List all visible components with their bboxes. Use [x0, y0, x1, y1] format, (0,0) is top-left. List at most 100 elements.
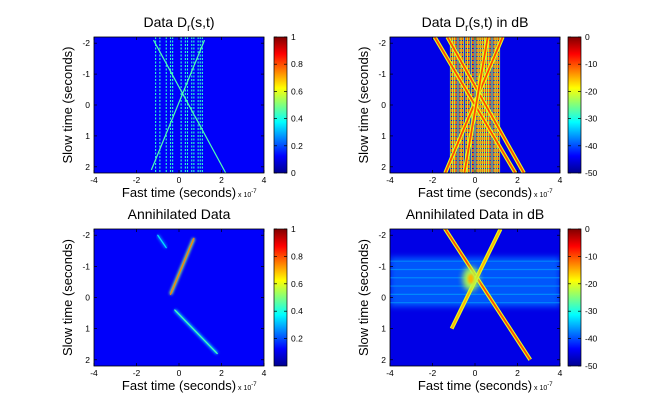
- y-tick-label: -2: [378, 38, 386, 48]
- x-tick-label: -2: [429, 175, 437, 185]
- chart-title-rest: (s,t) in dB: [469, 14, 529, 30]
- colorbar-tick-label: -20: [585, 279, 598, 289]
- colorbar: [567, 36, 582, 174]
- heatmap-streak: [174, 309, 218, 355]
- y-tick-label: 0: [85, 293, 90, 303]
- y-axis-label: Slow time (seconds): [60, 46, 75, 163]
- y-axis-label: Slow time (seconds): [356, 239, 371, 356]
- y-tick-label: -1: [82, 69, 90, 79]
- chart-title-main: Annihilated Data: [128, 206, 231, 222]
- x-multiplier: x 10-7: [534, 189, 553, 199]
- y-tick-label: -2: [82, 38, 90, 48]
- y-tick-label: 1: [85, 131, 90, 141]
- colorbar-tick-label: 0.8: [291, 251, 303, 261]
- colorbar-tick-label: 1: [291, 224, 296, 234]
- x-tick-label: -2: [429, 368, 437, 378]
- heatmap-diagonal-line: [444, 229, 532, 361]
- colorbar-tick-label: 0.6: [291, 279, 303, 289]
- chart-title: Annihilated Data: [128, 206, 231, 222]
- colorbar: [567, 228, 582, 367]
- x-multiplier-base: x 10: [534, 385, 547, 392]
- y-axis-label: Slow time (seconds): [60, 239, 75, 356]
- x-tick-label: 0: [177, 175, 182, 185]
- x-multiplier: x 10-7: [238, 189, 257, 199]
- colorbar-tick-label: -20: [585, 86, 598, 96]
- x-tick-label: 2: [219, 175, 224, 185]
- x-tick-label: -2: [133, 368, 141, 378]
- y-tick-label: 2: [381, 355, 386, 365]
- y-tick-label: 1: [381, 324, 386, 334]
- colorbar-tick-label: -40: [585, 141, 598, 151]
- chart-title: Data Dr(s,t): [143, 14, 214, 34]
- heatmap-background: [94, 229, 264, 366]
- colorbar-tick-label: -50: [585, 361, 598, 371]
- chart-title-main: Data D: [143, 14, 187, 30]
- heatmap-background: [94, 37, 264, 173]
- y-tick-label: -1: [82, 261, 90, 271]
- heatmap-panel-3: -4 -2 0 2 4 -2 -1 0 1 2 Annihilated Data Fast time …: [60, 206, 303, 393]
- y-tick-label: 0: [381, 100, 386, 110]
- chart-title-subscript: r: [465, 23, 469, 34]
- x-multiplier-exponent: -7: [547, 189, 553, 195]
- y-tick-label: 0: [381, 293, 386, 303]
- x-multiplier-base: x 10: [238, 192, 251, 199]
- x-tick-label: -2: [133, 175, 141, 185]
- x-tick-label: 2: [515, 175, 520, 185]
- heatmap-diagonal-line: [463, 37, 489, 173]
- x-axis-label: Fast time (seconds): [122, 378, 236, 393]
- colorbar-tick-label: 0.4: [291, 114, 303, 124]
- heatmap-hotspot-core: [467, 273, 474, 284]
- x-multiplier-exponent: -7: [547, 382, 553, 388]
- x-tick-label: -4: [386, 368, 394, 378]
- x-axis-label: Fast time (seconds): [418, 185, 532, 200]
- y-tick-label: 1: [381, 131, 386, 141]
- x-multiplier-base: x 10: [238, 385, 251, 392]
- x-axis-label: Fast time (seconds): [122, 185, 236, 200]
- heatmap-diagonal-line: [150, 39, 206, 171]
- colorbar-tick-label: 1: [291, 32, 296, 42]
- colorbar-tick-label: 0: [291, 168, 296, 178]
- x-multiplier-exponent: -7: [251, 189, 257, 195]
- x-multiplier-base: x 10: [534, 192, 547, 199]
- colorbar-tick-label: 0.8: [291, 59, 303, 69]
- colorbar-tick-label: 0: [585, 32, 590, 42]
- y-tick-label: 1: [85, 324, 90, 334]
- y-tick-label: 0: [85, 100, 90, 110]
- x-multiplier-exponent: -7: [251, 382, 257, 388]
- heatmap-diagonal-line: [152, 39, 227, 173]
- heatmap-marks: [150, 37, 227, 173]
- y-tick-label: 2: [85, 355, 90, 365]
- chart-title: Annihilated Data in dB: [406, 206, 545, 222]
- colorbar-tick-label: -30: [585, 306, 598, 316]
- colorbar: [273, 36, 288, 174]
- heatmap-streak: [157, 234, 167, 249]
- colorbar-tick-label: -50: [585, 168, 598, 178]
- x-tick-label: -4: [90, 175, 98, 185]
- heatmap-streak: [169, 237, 195, 295]
- colorbar: [273, 228, 288, 367]
- chart-title-subscript: r: [187, 23, 191, 34]
- colorbar-tick-label: 0: [585, 224, 590, 234]
- x-tick-label: 0: [177, 368, 182, 378]
- x-tick-label: 0: [473, 368, 478, 378]
- colorbar-tick-label: 0.2: [291, 141, 303, 151]
- chart-title-main: Data D: [422, 14, 466, 30]
- x-multiplier: x 10-7: [238, 382, 257, 392]
- colorbar-tick-label: -40: [585, 334, 598, 344]
- x-tick-label: 2: [219, 368, 224, 378]
- y-tick-label: 2: [85, 162, 90, 172]
- y-tick-label: -1: [378, 261, 386, 271]
- heatmap-diagonal-line: [446, 37, 525, 173]
- y-tick-label: -1: [378, 69, 386, 79]
- x-tick-label: 4: [558, 368, 563, 378]
- chart-title-rest: (s,t): [190, 14, 214, 30]
- chart-title-main: Annihilated Data in dB: [406, 206, 545, 222]
- x-tick-label: -4: [90, 368, 98, 378]
- colorbar-tick-label: 0.6: [291, 86, 303, 96]
- x-tick-label: -4: [386, 175, 394, 185]
- colorbar-tick-label: -30: [585, 114, 598, 124]
- y-tick-label: -2: [378, 230, 386, 240]
